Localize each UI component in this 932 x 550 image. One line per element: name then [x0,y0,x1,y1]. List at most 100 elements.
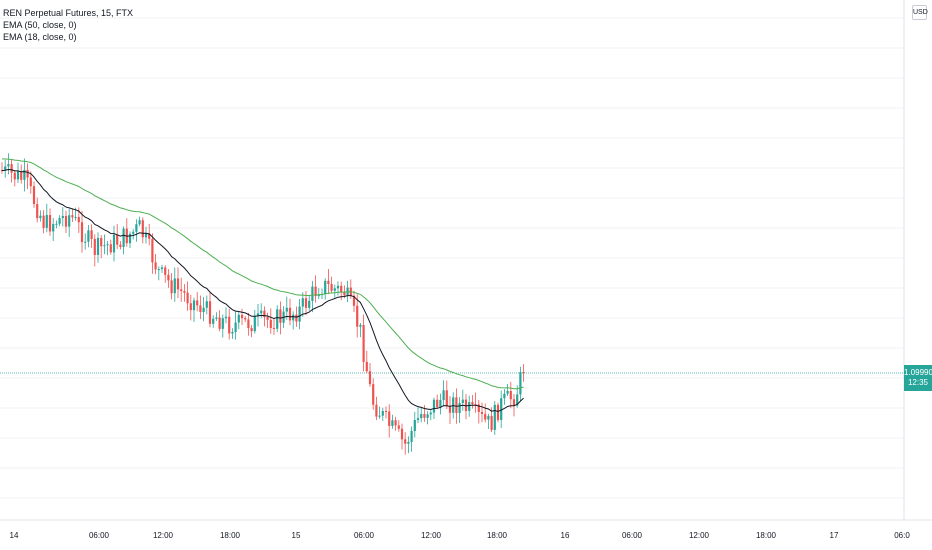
candle-body [74,217,77,219]
candle-body [157,269,160,271]
x-tick-label: 06:0 [894,531,910,540]
candle-body [240,314,244,319]
candle-body [448,406,452,413]
candle-body [167,274,170,281]
candle-body [144,233,148,238]
candle-body [135,224,138,232]
candle-body [375,404,378,417]
candle-body [432,399,436,413]
x-tick-label: 16 [561,531,570,540]
candle-body [237,314,240,323]
candle-body [506,390,509,394]
currency-button[interactable]: USD [912,5,928,20]
x-tick-label: 14 [10,531,19,540]
candle-body [458,403,461,414]
ema-50-line [1,158,524,390]
candle-body [391,420,394,426]
x-tick-label: 18:00 [756,531,777,540]
candle-body [61,215,64,219]
candle-body [407,441,410,444]
candle-body [215,317,218,319]
candle-body [461,399,464,404]
candle-body [80,222,84,243]
candle-body [464,399,468,411]
candle-body [279,309,282,323]
candle-body [208,301,212,324]
candle-body [490,415,493,430]
candle-body [292,314,295,321]
x-tick-label: 15 [292,531,301,540]
time-axis-ticks: 14 06:00 12:00 18:00 15 06:00 12:00 18:00 16 06:0… [10,531,911,540]
candle-body [317,294,320,297]
symbol-title[interactable]: REN Perpetual Futures, 15, FTX [3,8,134,18]
candle-body [426,414,429,418]
candle-body [29,177,32,187]
candle-body [487,415,490,420]
candle-body [116,234,119,245]
x-tick-label: 06:00 [89,531,110,540]
candle-body [304,298,308,308]
candle-body [106,244,109,246]
candle-body [132,231,135,234]
candle-body [247,319,250,329]
candle-body [26,169,29,178]
x-tick-label: 06:00 [354,531,375,540]
candle-body [58,218,61,224]
candle-body [429,412,432,415]
candle-body [71,215,74,218]
x-tick-label: 17 [830,531,839,540]
candle-body [327,280,330,284]
candlestick-series [0,153,525,455]
ema-18-label[interactable]: EMA (18, close, 0) [3,32,77,42]
candle-body [164,267,167,275]
candle-body [260,310,263,314]
candle-body [388,411,391,426]
candle-body [378,415,381,417]
candle-body [234,322,237,332]
candle-body [183,291,186,293]
x-tick-label: 12:00 [689,531,710,540]
candle-body [436,399,439,408]
candle-body [420,414,423,419]
candle-body [285,307,288,312]
candle-body [503,393,506,399]
candle-body [256,313,260,316]
candle-body [189,303,192,311]
candle-body [109,244,112,253]
candle-body [90,230,93,239]
candle-body [87,230,90,242]
candle-body [519,372,522,395]
candle-body [231,331,234,334]
candle-body [352,295,356,306]
candle-body [45,215,48,228]
candle-body [221,318,224,329]
candle-body [141,220,144,238]
candle-body [263,310,266,318]
candle-body [205,301,208,308]
candle-body [480,411,484,414]
candle-body [397,425,400,429]
candle-body [48,215,52,232]
candle-body [64,215,68,227]
candle-body [20,171,23,180]
candle-body [186,292,189,304]
candle-body [148,233,151,239]
candle-body [336,285,340,289]
candle-body [394,420,397,426]
candle-body [384,411,388,413]
candle-body [343,292,346,296]
candle-body [455,397,458,414]
candle-body [13,172,16,180]
candle-body [170,280,173,294]
last-price-tag: 1.09990 12:35 [904,365,932,391]
candle-body [32,186,36,205]
candle-body [176,278,180,290]
candle-body [404,439,407,444]
candle-body [224,316,228,319]
ema-50-label[interactable]: EMA (50, close, 0) [3,20,77,30]
candle-body [138,220,141,225]
candle-body [10,164,13,173]
candle-body [103,245,106,247]
chart-legend: REN Perpetual Futures, 15, FTX EMA (50, … [3,7,133,43]
